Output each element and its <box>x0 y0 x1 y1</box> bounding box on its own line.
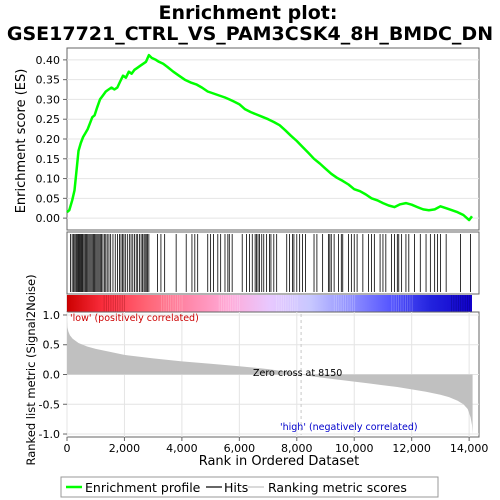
rank-tick-label: 1.0 <box>43 309 61 322</box>
rank-tick-label: -0.5 <box>39 398 60 411</box>
es-tick-label: 0.25 <box>36 113 61 126</box>
es-tick-label: 0.10 <box>36 173 61 186</box>
ranking-x-axis-title: Rank in Ordered Dataset <box>199 454 360 469</box>
enrichment-panel: 0.00 0.05 0.10 0.15 0.20 0.25 0.30 0.35 0.40 Enr… <box>14 47 480 231</box>
rank-xtick-label: 12,000 <box>392 442 431 455</box>
rank-heatmap-panel <box>66 295 472 312</box>
enrichment-y-ticks: 0.00 0.05 0.10 0.15 0.20 0.25 0.30 0.35 0.40 <box>36 54 67 225</box>
enrichment-gridlines <box>67 59 479 219</box>
rank-heatmap-stripes <box>66 295 471 312</box>
rank-xtick-label: 10,000 <box>335 442 374 455</box>
positive-correlation-label: 'low' (positively correlated) <box>70 313 199 324</box>
rank-xtick-label: 14,000 <box>450 442 489 455</box>
rank-xtick-label: 6,000 <box>224 442 256 455</box>
es-tick-label: 0.30 <box>36 93 61 106</box>
es-tick-label: 0.40 <box>36 54 61 67</box>
ranking-metric-area <box>67 320 473 434</box>
rank-tick-label: 0.0 <box>43 369 61 382</box>
ranking-y-axis-title: Ranked list metric (Signal2Noise) <box>24 274 38 465</box>
negative-correlation-label: 'high' (negatively correlated) <box>280 422 418 433</box>
enrichment-y-axis-title: Enrichment score (ES) <box>14 69 29 214</box>
legend-label-hits: Hits <box>224 480 248 495</box>
ranking-y-ticks: -1.0 -0.5 0.0 0.5 1.0 <box>39 309 67 441</box>
rank-tick-label: 0.5 <box>43 339 61 352</box>
hits-panel <box>66 231 480 295</box>
es-tick-label: 0.00 <box>36 212 61 225</box>
enrichment-profile-line <box>66 53 474 222</box>
plot-title-line2: GSE17721_CTRL_VS_PAM3CSK4_8H_BMDC_DN <box>7 23 493 45</box>
rank-tick-label: -1.0 <box>39 428 60 441</box>
legend-label-ranking: Ranking metric scores <box>268 480 407 495</box>
rank-heatmap-bar <box>67 295 472 312</box>
rank-xtick-label: 4,000 <box>166 442 198 455</box>
hit-markers <box>70 234 471 292</box>
legend-label-enrichment: Enrichment profile <box>85 480 201 495</box>
plot-title-line1: Enrichment plot: <box>159 2 338 24</box>
es-tick-label: 0.35 <box>36 74 61 87</box>
hits-panel-frame <box>66 231 480 295</box>
rank-xtick-label: 0 <box>64 442 71 455</box>
rank-xtick-label: 8,000 <box>281 442 313 455</box>
rank-xtick-label: 2,000 <box>109 442 141 455</box>
es-tick-label: 0.15 <box>36 153 61 166</box>
ranking-metric-panel: -1.0 -0.5 0.0 0.5 1.0 0 2,000 4,000 6,000 8,000 1… <box>24 274 488 469</box>
es-tick-label: 0.05 <box>36 192 61 205</box>
es-tick-label: 0.20 <box>36 133 61 146</box>
legend: Enrichment profile Hits Ranking metric s… <box>60 476 439 498</box>
zero-cross-label: Zero cross at 8150 <box>253 368 342 379</box>
ranking-x-ticks: 0 2,000 4,000 6,000 8,000 10,000 12,000 14,000 <box>64 437 489 455</box>
